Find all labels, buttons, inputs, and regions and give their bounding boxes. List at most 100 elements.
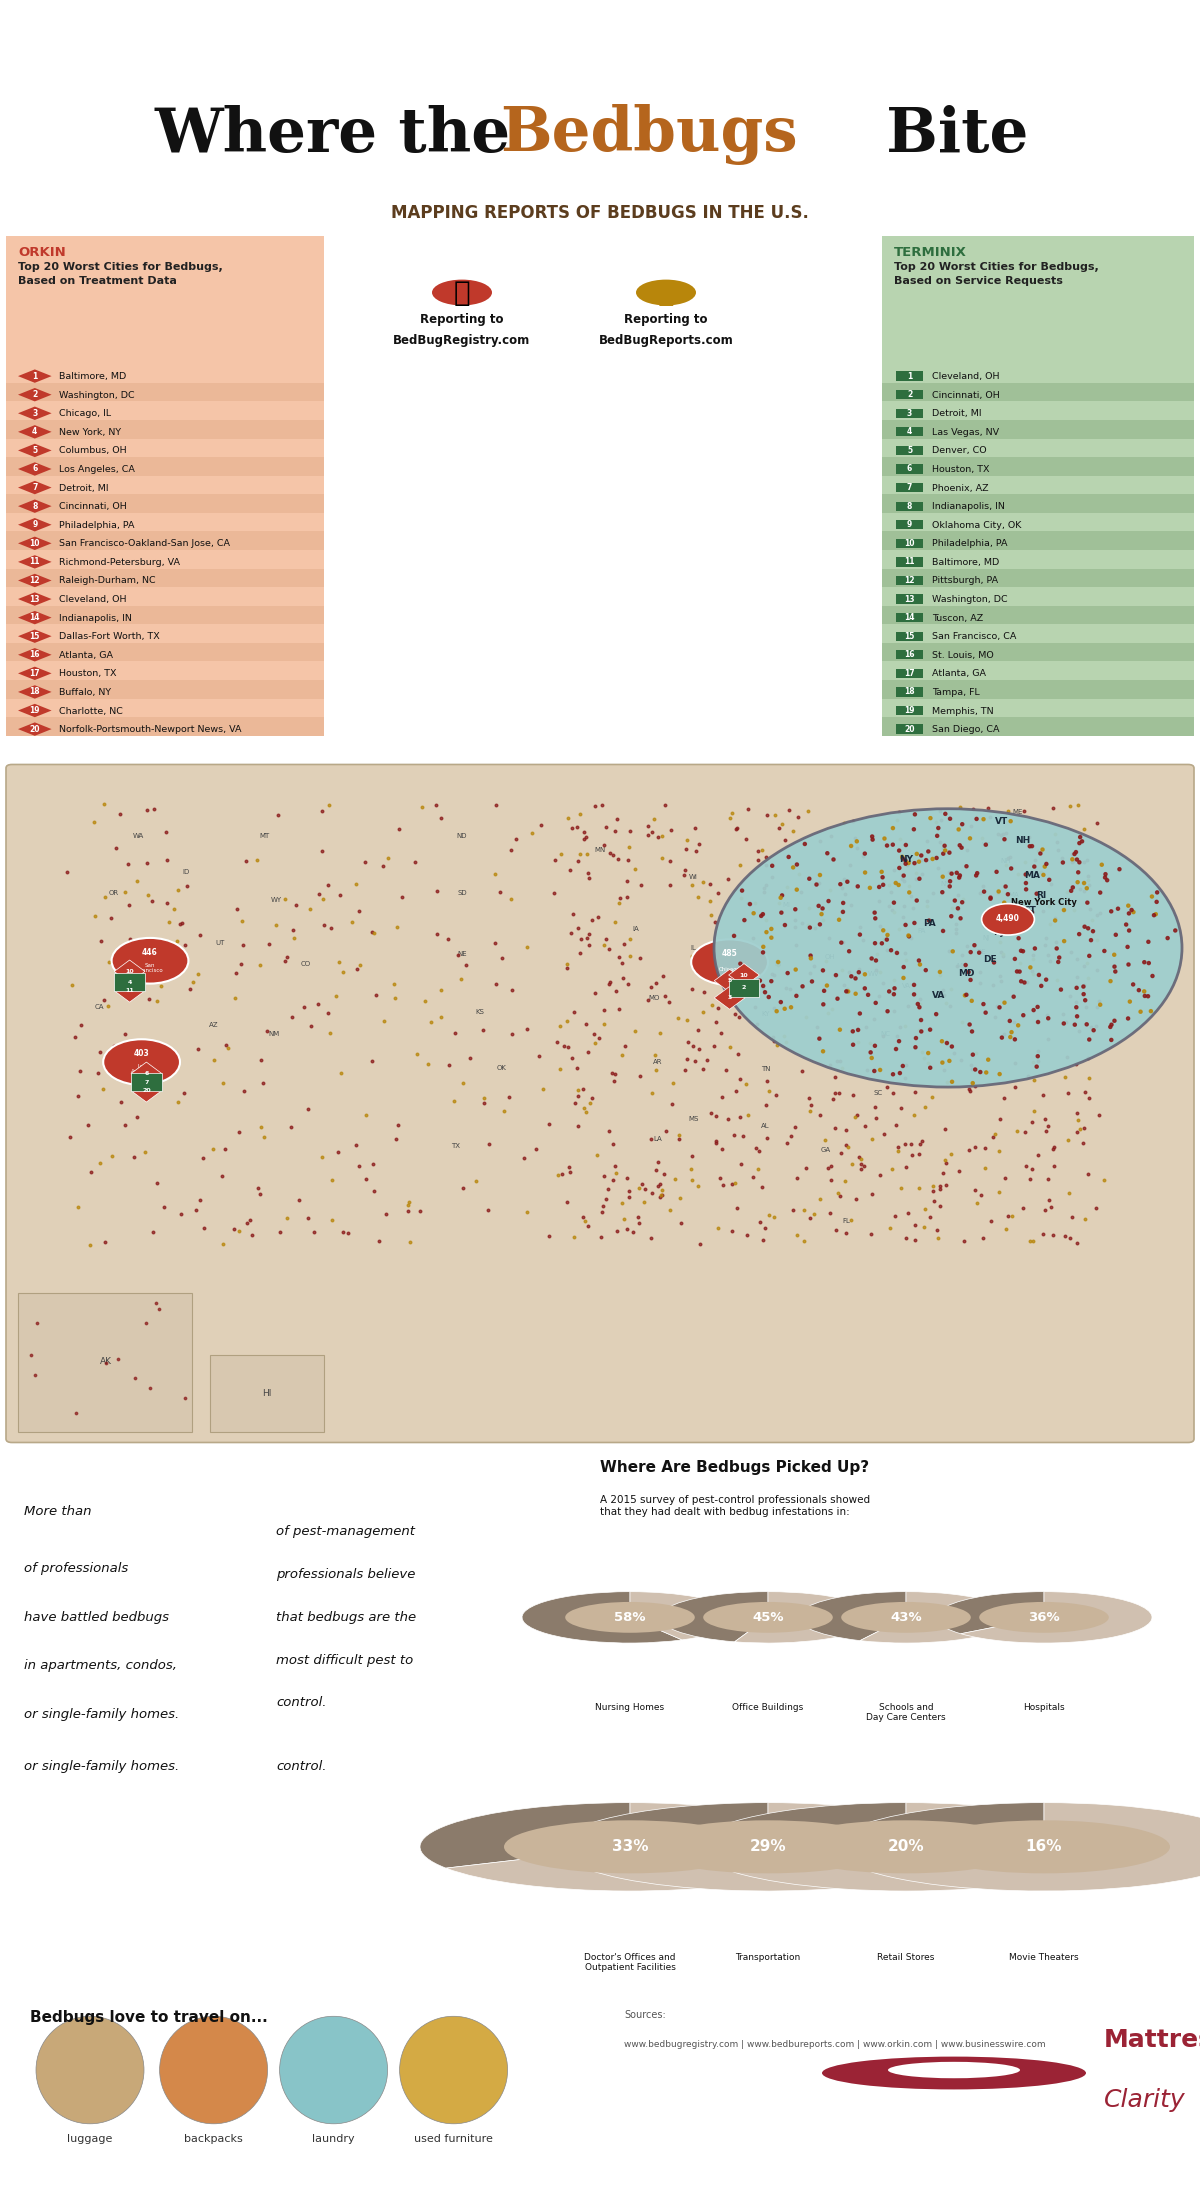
Bar: [896, 670, 923, 679]
Point: [671, 1179, 690, 1214]
Point: [836, 973, 856, 1008]
Point: [950, 828, 970, 863]
Text: 13: 13: [30, 595, 40, 604]
Point: [714, 1166, 733, 1201]
Text: Phoenix, AZ: Phoenix, AZ: [932, 483, 989, 492]
Point: [870, 883, 889, 918]
Text: 14: 14: [905, 613, 914, 621]
Point: [227, 892, 246, 927]
Point: [920, 1050, 940, 1085]
Point: [1016, 964, 1036, 999]
Point: [115, 940, 134, 975]
Point: [251, 1043, 270, 1078]
Text: 4: 4: [32, 428, 37, 437]
Bar: [882, 661, 1194, 681]
Point: [768, 946, 787, 982]
Text: IL: IL: [691, 944, 696, 951]
Text: most difficult pest to: most difficult pest to: [276, 1654, 413, 1667]
Point: [102, 900, 121, 935]
Text: Chicago: Chicago: [719, 966, 740, 973]
Text: Oklahoma City, OK: Oklahoma City, OK: [932, 520, 1021, 529]
Point: [772, 881, 791, 916]
Point: [727, 1074, 746, 1109]
Point: [156, 815, 175, 850]
Point: [830, 1179, 850, 1214]
Point: [1037, 962, 1056, 997]
Point: [796, 826, 815, 861]
Point: [600, 1113, 619, 1149]
Point: [832, 870, 851, 905]
Text: MD: MD: [958, 968, 974, 977]
Point: [1039, 1184, 1058, 1219]
Point: [1102, 1023, 1121, 1058]
Point: [142, 883, 161, 918]
Point: [1106, 918, 1126, 953]
Point: [349, 1149, 368, 1184]
Point: [936, 1166, 955, 1201]
Point: [798, 907, 817, 942]
Point: [932, 1045, 952, 1080]
Point: [918, 883, 937, 918]
Polygon shape: [18, 426, 52, 439]
Point: [884, 852, 904, 887]
Bar: [896, 446, 923, 455]
Bar: [6, 419, 324, 439]
Point: [1010, 953, 1030, 988]
Point: [431, 799, 450, 834]
Point: [910, 942, 929, 977]
Point: [110, 797, 130, 832]
Point: [834, 966, 853, 1001]
Point: [515, 1140, 534, 1175]
Point: [982, 1203, 1001, 1239]
Bar: [6, 624, 324, 643]
Point: [812, 896, 832, 931]
Point: [916, 1190, 935, 1225]
Point: [823, 1080, 842, 1116]
Wedge shape: [841, 1601, 971, 1634]
Point: [833, 894, 852, 929]
Point: [958, 832, 977, 867]
Text: Reporting to: Reporting to: [420, 314, 504, 327]
Point: [1075, 1201, 1094, 1236]
Point: [910, 843, 929, 878]
Point: [1102, 894, 1121, 929]
Point: [1062, 845, 1081, 881]
Point: [814, 986, 833, 1021]
Point: [821, 872, 840, 907]
Point: [1024, 938, 1043, 973]
Point: [971, 955, 990, 990]
Point: [828, 982, 847, 1017]
Point: [595, 828, 614, 863]
Point: [119, 1023, 138, 1058]
Text: 5: 5: [907, 446, 912, 455]
Point: [584, 1017, 604, 1052]
Point: [193, 1140, 212, 1175]
Point: [889, 795, 908, 830]
Text: SC: SC: [874, 1089, 883, 1096]
Point: [710, 1162, 730, 1197]
Point: [308, 986, 328, 1021]
Point: [1067, 834, 1086, 870]
Point: [1080, 892, 1099, 927]
Point: [625, 1012, 644, 1047]
Text: Reporting to: Reporting to: [624, 314, 708, 327]
Point: [865, 896, 884, 931]
Point: [966, 1129, 985, 1164]
Point: [862, 1034, 881, 1069]
Point: [253, 1065, 272, 1100]
Wedge shape: [642, 1820, 894, 1873]
Point: [1076, 1074, 1096, 1109]
Point: [614, 1201, 634, 1236]
Point: [1078, 843, 1097, 878]
Point: [914, 1089, 934, 1124]
Point: [1079, 1061, 1098, 1096]
Point: [932, 973, 952, 1008]
Point: [856, 957, 875, 993]
Point: [745, 885, 764, 920]
Point: [444, 1083, 463, 1118]
Point: [1087, 922, 1106, 957]
Polygon shape: [18, 722, 52, 736]
Point: [998, 793, 1018, 828]
Point: [1049, 832, 1068, 867]
Point: [330, 876, 349, 911]
